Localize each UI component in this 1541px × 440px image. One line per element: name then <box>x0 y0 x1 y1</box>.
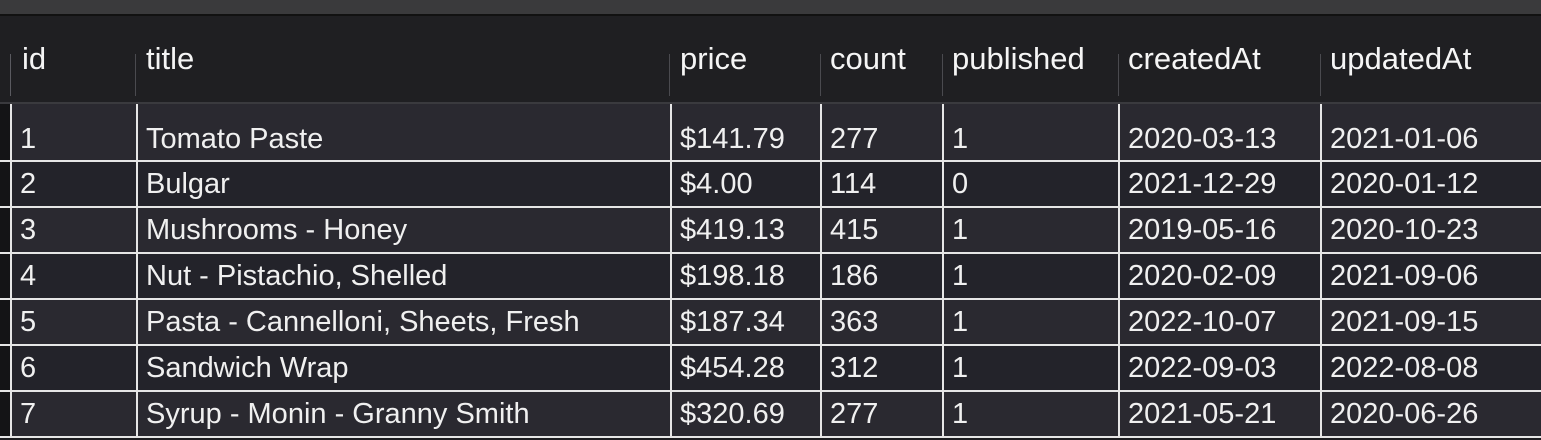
row-gutter <box>0 162 10 206</box>
table-row[interactable]: 3 Mushrooms - Honey $419.13 415 1 2019-05-16 2… <box>0 208 1541 254</box>
cell-price[interactable]: $454.28 <box>670 346 820 390</box>
cell-createdat[interactable]: 2020-03-13 <box>1118 104 1320 160</box>
table-row[interactable]: 5 Pasta - Cannelloni, Sheets, Fresh $187.3… <box>0 300 1541 346</box>
cell-count[interactable]: 186 <box>820 254 942 298</box>
column-divider[interactable] <box>135 54 136 96</box>
column-divider[interactable] <box>820 54 821 96</box>
cell-title[interactable]: Bulgar <box>136 162 670 206</box>
cell-published[interactable]: 1 <box>942 346 1118 390</box>
table-row[interactable]: 4 Nut - Pistachio, Shelled $198.18 186 1 2020… <box>0 254 1541 300</box>
column-header-title[interactable]: title <box>146 41 195 76</box>
cell-count[interactable]: 277 <box>820 392 942 436</box>
cell-id[interactable]: 4 <box>10 254 136 298</box>
cell-updatedat[interactable]: 2020-01-12 <box>1320 162 1541 206</box>
cell-updatedat[interactable]: 2020-10-23 <box>1320 208 1541 252</box>
cell-published[interactable]: 0 <box>942 162 1118 206</box>
cell-title[interactable]: Pasta - Cannelloni, Sheets, Fresh <box>136 300 670 344</box>
cell-id[interactable]: 3 <box>10 208 136 252</box>
cell-count[interactable]: 277 <box>820 104 942 160</box>
cell-updatedat[interactable]: 2021-01-06 <box>1320 104 1541 160</box>
cell-createdat[interactable]: 2022-09-03 <box>1118 346 1320 390</box>
cell-id[interactable]: 1 <box>10 104 136 160</box>
cell-id[interactable]: 2 <box>10 162 136 206</box>
cell-published[interactable]: 1 <box>942 392 1118 436</box>
cell-count[interactable]: 312 <box>820 346 942 390</box>
column-divider[interactable] <box>1320 54 1321 96</box>
table-row[interactable]: 1 Tomato Paste $141.79 277 1 2020-03-13 2021-0… <box>0 104 1541 162</box>
cell-count[interactable]: 415 <box>820 208 942 252</box>
row-gutter <box>0 104 10 160</box>
table-row[interactable]: 6 Sandwich Wrap $454.28 312 1 2022-09-03 2022-… <box>0 346 1541 392</box>
cell-createdat[interactable]: 2021-05-21 <box>1118 392 1320 436</box>
window-top-bar <box>0 0 1541 16</box>
row-gutter <box>0 392 10 436</box>
cell-updatedat[interactable]: 2022-08-08 <box>1320 346 1541 390</box>
cell-title[interactable]: Nut - Pistachio, Shelled <box>136 254 670 298</box>
cell-published[interactable]: 1 <box>942 208 1118 252</box>
row-gutter <box>0 300 10 344</box>
cell-updatedat[interactable]: 2021-09-06 <box>1320 254 1541 298</box>
table-row[interactable]: 7 Syrup - Monin - Granny Smith $320.69 277 1… <box>0 392 1541 438</box>
cell-price[interactable]: $320.69 <box>670 392 820 436</box>
column-divider[interactable] <box>669 54 670 96</box>
cell-count[interactable]: 114 <box>820 162 942 206</box>
cell-published[interactable]: 1 <box>942 300 1118 344</box>
cell-createdat[interactable]: 2020-02-09 <box>1118 254 1320 298</box>
column-header-published[interactable]: published <box>952 41 1085 76</box>
cell-price[interactable]: $141.79 <box>670 104 820 160</box>
cell-published[interactable]: 1 <box>942 104 1118 160</box>
cell-id[interactable]: 6 <box>10 346 136 390</box>
cell-title[interactable]: Syrup - Monin - Granny Smith <box>136 392 670 436</box>
table-row[interactable]: 2 Bulgar $4.00 114 0 2021-12-29 2020-01-12 <box>0 162 1541 208</box>
cell-title[interactable]: Sandwich Wrap <box>136 346 670 390</box>
table-header: id title price count published createdAt… <box>0 16 1541 104</box>
column-header-count[interactable]: count <box>830 41 906 76</box>
cell-price[interactable]: $419.13 <box>670 208 820 252</box>
column-divider[interactable] <box>1118 54 1119 96</box>
cell-updatedat[interactable]: 2021-09-15 <box>1320 300 1541 344</box>
cell-count[interactable]: 363 <box>820 300 942 344</box>
cell-price[interactable]: $4.00 <box>670 162 820 206</box>
cell-createdat[interactable]: 2021-12-29 <box>1118 162 1320 206</box>
cell-createdat[interactable]: 2022-10-07 <box>1118 300 1320 344</box>
cell-price[interactable]: $198.18 <box>670 254 820 298</box>
cell-published[interactable]: 1 <box>942 254 1118 298</box>
row-gutter <box>0 254 10 298</box>
column-divider[interactable] <box>942 54 943 96</box>
column-header-price[interactable]: price <box>680 41 748 76</box>
cell-id[interactable]: 7 <box>10 392 136 436</box>
column-divider[interactable] <box>10 54 11 96</box>
cell-title[interactable]: Mushrooms - Honey <box>136 208 670 252</box>
row-gutter <box>0 208 10 252</box>
cell-updatedat[interactable]: 2020-06-26 <box>1320 392 1541 436</box>
cell-createdat[interactable]: 2019-05-16 <box>1118 208 1320 252</box>
column-header-createdat[interactable]: createdAt <box>1128 41 1261 76</box>
cell-id[interactable]: 5 <box>10 300 136 344</box>
row-gutter <box>0 346 10 390</box>
cell-price[interactable]: $187.34 <box>670 300 820 344</box>
column-header-updatedat[interactable]: updatedAt <box>1330 41 1472 76</box>
cell-title[interactable]: Tomato Paste <box>136 104 670 160</box>
column-header-id[interactable]: id <box>22 41 47 76</box>
